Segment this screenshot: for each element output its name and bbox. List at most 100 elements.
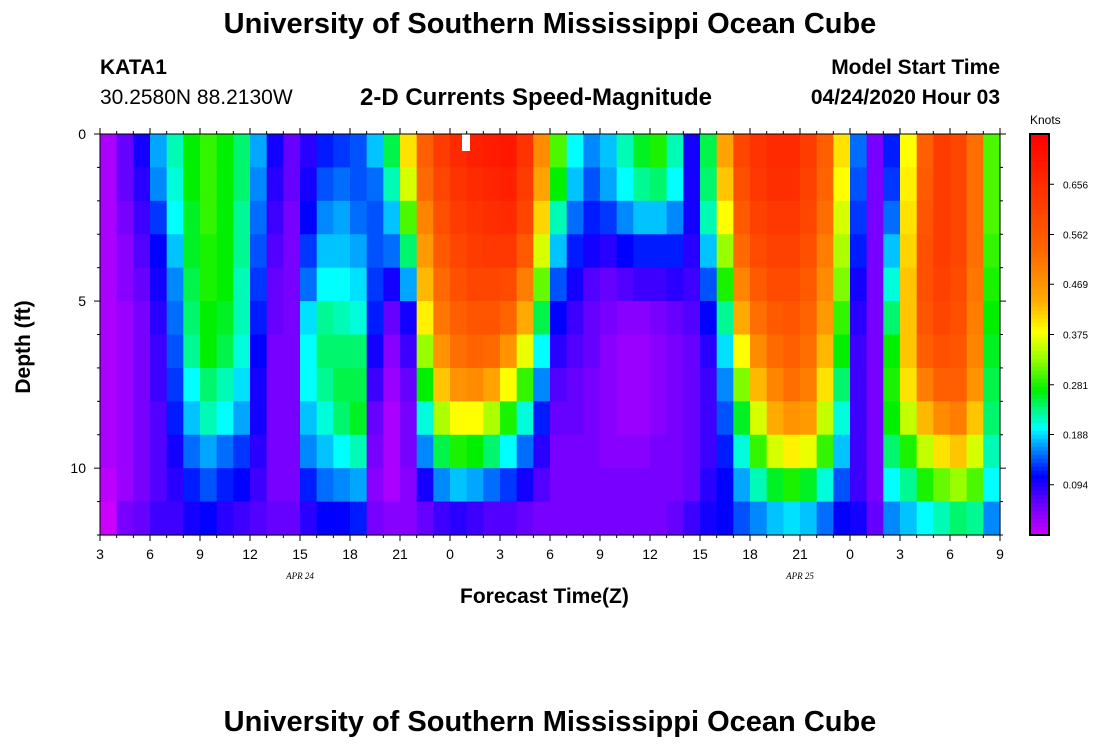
heat-cell	[750, 200, 768, 235]
heat-cell	[866, 200, 884, 235]
heat-cell	[566, 234, 584, 269]
heat-cell	[500, 134, 518, 169]
heat-cell	[366, 134, 384, 169]
heat-cell	[333, 401, 351, 436]
colorbar-segment	[1030, 430, 1049, 436]
heat-cell	[283, 367, 301, 402]
heat-cell	[133, 367, 151, 402]
heat-cell	[116, 234, 134, 269]
heat-cell	[950, 301, 968, 336]
colorbar-segment	[1030, 498, 1049, 504]
heat-cell	[183, 200, 201, 235]
heat-cell	[250, 234, 268, 269]
heat-cell	[533, 367, 551, 402]
heat-cell	[966, 200, 984, 235]
heat-cell	[933, 234, 951, 269]
x-axis-label: Forecast Time(Z)	[460, 585, 629, 608]
heat-cell	[966, 401, 984, 436]
heat-cell	[183, 501, 201, 536]
heat-cell	[950, 134, 968, 169]
heat-cell	[500, 267, 518, 302]
heat-cell	[650, 167, 668, 202]
heat-cell	[266, 267, 284, 302]
heat-cell	[866, 434, 884, 469]
heat-cell	[233, 234, 251, 269]
colorbar-tick-label: 0.562	[1063, 231, 1088, 242]
heat-cell	[150, 167, 168, 202]
heat-cell	[183, 401, 201, 436]
heat-cell	[716, 468, 734, 503]
heat-cell	[766, 401, 784, 436]
heat-cell	[700, 167, 718, 202]
heat-cell	[716, 301, 734, 336]
heat-cell	[433, 501, 451, 536]
colorbar-segment	[1030, 186, 1049, 191]
heat-cell	[650, 301, 668, 336]
colorbar-segment	[1030, 490, 1049, 496]
heat-cell	[850, 367, 868, 402]
heat-cell	[500, 200, 518, 235]
colorbar-segment	[1030, 298, 1049, 304]
colorbar-segment	[1030, 354, 1049, 360]
heat-cell	[150, 200, 168, 235]
colorbar-segment	[1030, 402, 1049, 408]
heat-cell	[116, 134, 134, 169]
x-date-label: APR 25	[785, 571, 814, 581]
heat-cell	[233, 501, 251, 536]
heat-cell	[366, 334, 384, 369]
heat-cell	[216, 134, 234, 169]
colorbar-segment	[1030, 262, 1049, 267]
heat-cell	[150, 301, 168, 336]
heat-cell	[400, 501, 418, 536]
heat-cell	[133, 401, 151, 436]
heat-cell	[883, 334, 901, 369]
heat-cell	[150, 434, 168, 469]
heat-cell	[533, 434, 551, 469]
heat-cell	[683, 234, 701, 269]
heat-cell	[950, 468, 968, 503]
colorbar-tick-label: 0.656	[1063, 180, 1088, 191]
heat-cell	[983, 267, 1001, 302]
heat-cell	[650, 468, 668, 503]
heat-cell	[166, 301, 184, 336]
heat-cell	[916, 334, 934, 369]
heat-cell	[600, 134, 618, 169]
heat-cell	[116, 401, 134, 436]
heat-cell	[816, 334, 834, 369]
heat-cell	[900, 468, 918, 503]
x-tick-label: 15	[692, 546, 708, 562]
heat-cell	[733, 401, 751, 436]
heat-cell	[350, 301, 368, 336]
heat-cell	[816, 301, 834, 336]
heat-cell	[916, 401, 934, 436]
heat-cell	[333, 267, 351, 302]
colorbar-segment	[1030, 142, 1049, 147]
heat-cell	[366, 367, 384, 402]
heat-cell	[766, 434, 784, 469]
colorbar-segment	[1030, 174, 1049, 179]
heat-cell	[366, 267, 384, 302]
heat-cell	[516, 167, 534, 202]
heat-cell	[650, 434, 668, 469]
heat-cell	[933, 434, 951, 469]
heat-cell	[800, 334, 818, 369]
heat-cell	[583, 134, 601, 169]
heat-cell	[266, 401, 284, 436]
heat-cell	[133, 501, 151, 536]
heat-cell	[566, 267, 584, 302]
heat-cell	[616, 200, 634, 235]
heat-cell	[450, 301, 468, 336]
heat-cell	[500, 468, 518, 503]
heat-cell	[350, 468, 368, 503]
colorbar-segment	[1030, 510, 1049, 516]
heat-cell	[433, 434, 451, 469]
heat-cell	[316, 468, 334, 503]
heat-cell	[333, 468, 351, 503]
heat-cell	[966, 167, 984, 202]
heat-cell	[350, 367, 368, 402]
heat-cell	[733, 267, 751, 302]
heat-cell	[316, 234, 334, 269]
heat-cell	[350, 200, 368, 235]
heat-cell	[833, 468, 851, 503]
colorbar-segment	[1030, 386, 1049, 392]
